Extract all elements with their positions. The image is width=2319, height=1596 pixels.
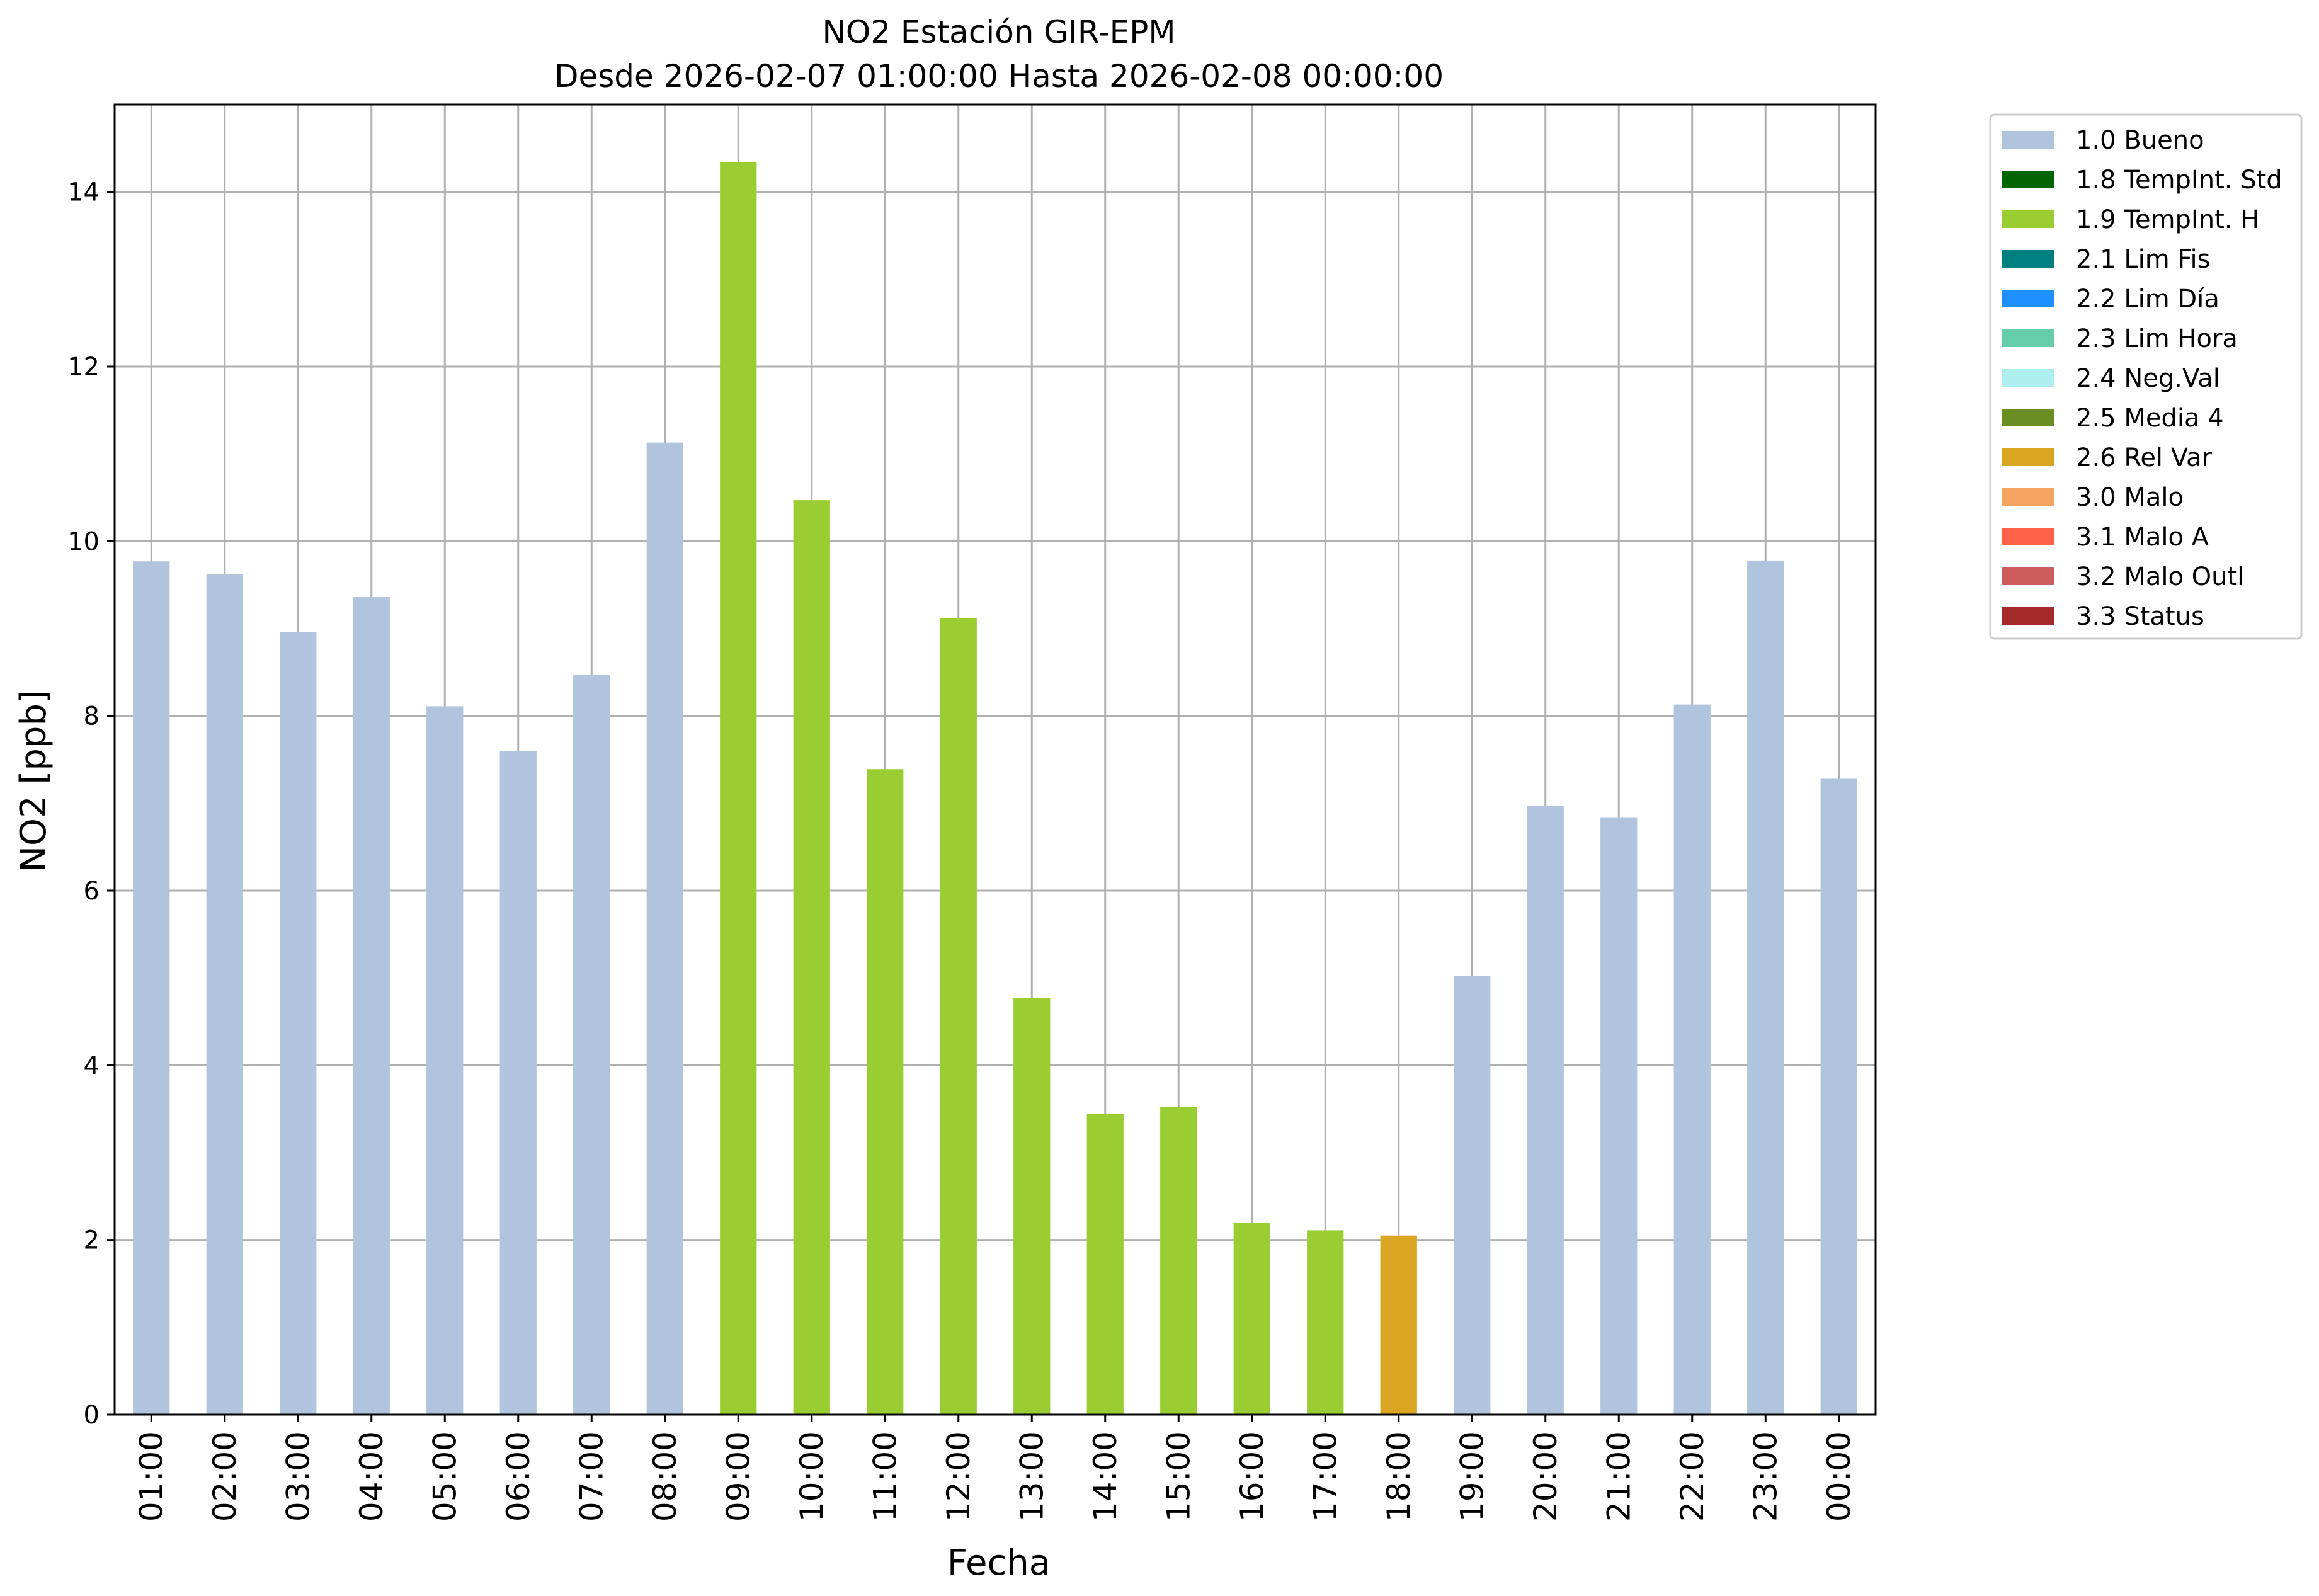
y-axis-label: NO2 [ppb] bbox=[13, 690, 54, 872]
legend: 1.0 Bueno 1.8 TempInt. Std 1.9 TempInt. H 2… bbox=[1989, 113, 2303, 640]
x-tick-label: 07:00 bbox=[573, 1431, 610, 1522]
legend-swatch bbox=[2002, 210, 2054, 228]
bar-0100 bbox=[133, 561, 170, 1415]
x-tick-label: 12:00 bbox=[940, 1431, 977, 1522]
x-tick-label: 09:00 bbox=[720, 1431, 756, 1522]
legend-swatch bbox=[2002, 528, 2054, 545]
legend-swatch bbox=[2002, 607, 2054, 625]
legend-swatch bbox=[2002, 131, 2054, 149]
bar-1600 bbox=[1233, 1222, 1270, 1415]
legend-label: 3.1 Malo A bbox=[2076, 523, 2209, 552]
legend-label: 1.9 TempInt. H bbox=[2076, 205, 2259, 234]
legend-label: 2.6 Rel Var bbox=[2076, 443, 2213, 472]
bar-2000 bbox=[1527, 806, 1564, 1415]
bar-1100 bbox=[867, 769, 904, 1415]
x-tick-label: 05:00 bbox=[426, 1431, 463, 1522]
x-tick-label: 13:00 bbox=[1013, 1431, 1050, 1522]
legend-label: 1.8 TempInt. Std bbox=[2076, 166, 2282, 195]
bar-1500 bbox=[1160, 1107, 1197, 1415]
bar-1300 bbox=[1013, 998, 1051, 1415]
y-tick-label: 2 bbox=[84, 1226, 100, 1255]
x-tick-label: 20:00 bbox=[1527, 1431, 1564, 1522]
bar-0400 bbox=[353, 597, 390, 1415]
legend-label: 2.3 Lim Hora bbox=[2076, 324, 2238, 353]
legend-swatch bbox=[2002, 488, 2054, 506]
y-tick-label: 0 bbox=[84, 1401, 100, 1430]
legend-label: 3.3 Status bbox=[2076, 602, 2204, 631]
y-axis-ticks: 0 2 4 6 8 10 12 14 bbox=[67, 178, 115, 1430]
bar-0600 bbox=[499, 751, 537, 1415]
x-tick-label: 06:00 bbox=[500, 1431, 537, 1522]
legend-frame bbox=[1989, 113, 2303, 640]
x-tick-label: 02:00 bbox=[207, 1431, 243, 1522]
x-axis-ticks: 01:00 02:00 03:00 04:00 05:00 06:00 07:00 08:00… bbox=[133, 1415, 1857, 1522]
bar-1900 bbox=[1454, 976, 1491, 1415]
x-tick-label: 14:00 bbox=[1087, 1431, 1124, 1522]
x-tick-label: 08:00 bbox=[647, 1431, 683, 1522]
bar-1000 bbox=[793, 500, 830, 1415]
y-tick-label: 10 bbox=[67, 527, 100, 556]
bar-1800 bbox=[1380, 1235, 1417, 1415]
bar-1200 bbox=[940, 618, 977, 1415]
legend-swatch bbox=[2002, 250, 2054, 268]
x-tick-label: 19:00 bbox=[1454, 1431, 1490, 1522]
legend-label: 2.2 Lim Día bbox=[2076, 285, 2219, 314]
x-tick-label: 04:00 bbox=[353, 1431, 390, 1522]
bars bbox=[133, 162, 1857, 1415]
bar-0500 bbox=[426, 706, 464, 1415]
x-tick-label: 00:00 bbox=[1821, 1431, 1857, 1522]
bar-0300 bbox=[280, 632, 317, 1415]
legend-label: 3.2 Malo Outl bbox=[2076, 562, 2244, 591]
legend-swatch bbox=[2002, 567, 2054, 585]
x-tick-label: 22:00 bbox=[1674, 1431, 1711, 1522]
legend-label: 2.5 Media 4 bbox=[2076, 404, 2224, 433]
bar-0700 bbox=[573, 675, 610, 1415]
bar-2100 bbox=[1600, 817, 1638, 1415]
legend-label: 2.1 Lim Fis bbox=[2076, 245, 2210, 274]
bar-0900 bbox=[720, 162, 757, 1415]
y-tick-label: 4 bbox=[84, 1051, 100, 1080]
plot-frame bbox=[113, 103, 1877, 1416]
x-tick-label: 10:00 bbox=[794, 1431, 830, 1522]
legend-swatch bbox=[2002, 171, 2054, 188]
y-tick-label: 6 bbox=[84, 877, 100, 906]
x-tick-label: 17:00 bbox=[1307, 1431, 1343, 1522]
x-tick-label: 11:00 bbox=[867, 1431, 903, 1522]
bar-2300 bbox=[1747, 560, 1784, 1415]
legend-swatch bbox=[2002, 448, 2054, 466]
bar-2200 bbox=[1673, 704, 1711, 1415]
bar-1700 bbox=[1307, 1230, 1344, 1415]
bar-0000 bbox=[1820, 778, 1857, 1415]
y-tick-label: 8 bbox=[84, 702, 100, 731]
x-tick-label: 21:00 bbox=[1600, 1431, 1637, 1522]
x-tick-label: 18:00 bbox=[1381, 1431, 1417, 1522]
x-tick-label: 01:00 bbox=[133, 1431, 169, 1522]
legend-label: 1.0 Bueno bbox=[2076, 126, 2204, 155]
bar-1400 bbox=[1086, 1114, 1124, 1415]
x-tick-label: 23:00 bbox=[1747, 1431, 1784, 1522]
bar-0800 bbox=[646, 442, 683, 1415]
legend-swatch bbox=[2002, 369, 2054, 387]
chart-title: NO2 Estación GIR-EPM bbox=[822, 14, 1175, 50]
bar-0200 bbox=[206, 574, 243, 1415]
legend-swatch bbox=[2002, 290, 2054, 307]
x-tick-label: 15:00 bbox=[1160, 1431, 1197, 1522]
legend-swatch bbox=[2002, 409, 2054, 426]
axes bbox=[113, 103, 1877, 1416]
y-tick-label: 12 bbox=[67, 353, 100, 382]
legend-label: 3.0 Malo bbox=[2076, 483, 2184, 512]
x-tick-label: 16:00 bbox=[1234, 1431, 1270, 1522]
legend-swatch bbox=[2002, 329, 2054, 347]
x-tick-label: 03:00 bbox=[280, 1431, 316, 1522]
legend-label: 2.4 Neg.Val bbox=[2076, 364, 2220, 393]
chart-subtitle: Desde 2026-02-07 01:00:00 Hasta 2026-02-… bbox=[554, 58, 1444, 94]
y-tick-label: 14 bbox=[67, 178, 100, 207]
x-axis-label: Fecha bbox=[947, 1542, 1051, 1583]
